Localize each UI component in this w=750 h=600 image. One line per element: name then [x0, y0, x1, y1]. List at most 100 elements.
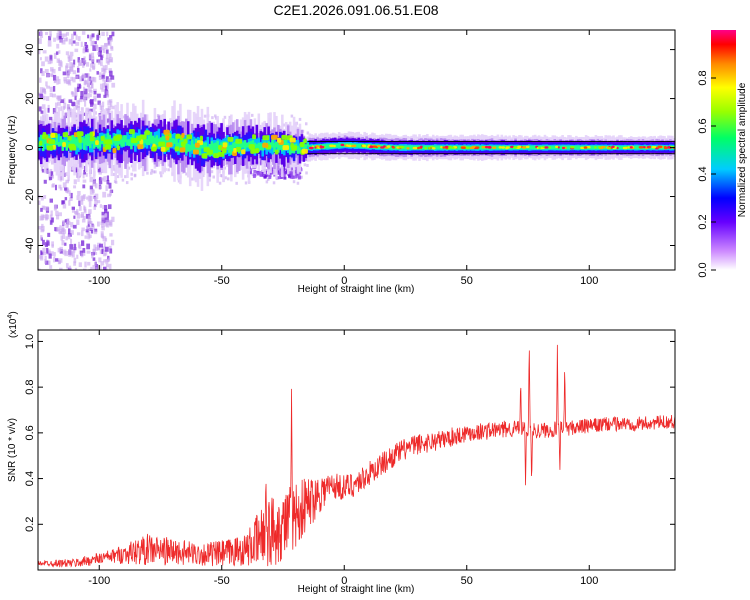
- band-cell: [531, 145, 535, 150]
- noise-pixel: [53, 252, 56, 257]
- band-peak-pixel: [505, 146, 510, 149]
- band-cell: [245, 142, 249, 148]
- band-peak-pixel: [428, 146, 431, 150]
- noise-pixel: [64, 187, 68, 191]
- band-cell: [173, 138, 176, 145]
- noise-pixel: [68, 200, 71, 206]
- noise-pixel: [44, 68, 49, 73]
- noise-pixel: [40, 166, 43, 171]
- noise-pixel: [78, 59, 83, 66]
- noise-pixel: [74, 210, 77, 214]
- noise-pixel: [68, 55, 73, 62]
- band-cell: [226, 142, 229, 151]
- noise-pixel: [90, 266, 93, 270]
- noise-pixel: [130, 164, 134, 168]
- noise-pixel: [98, 75, 102, 80]
- noise-pixel: [71, 33, 74, 40]
- band-peak-pixel: [460, 146, 466, 149]
- band-cell: [65, 140, 68, 151]
- noise-pixel: [56, 35, 59, 41]
- noise-pixel: [58, 78, 61, 85]
- noise-pixel: [108, 245, 112, 250]
- noise-pixel: [76, 254, 79, 259]
- noise-pixel: [42, 239, 45, 246]
- noise-pixel: [52, 121, 55, 128]
- noise-pixel: [266, 177, 270, 181]
- band-cell: [198, 144, 202, 156]
- band-cell: [288, 139, 292, 149]
- noise-pixel: [103, 241, 106, 248]
- noise-pixel: [49, 31, 52, 36]
- band-cell: [273, 142, 276, 153]
- band-peak-pixel: [62, 132, 69, 138]
- noise-pixel: [41, 225, 45, 232]
- noise-pixel: [73, 215, 76, 219]
- band-cell: [153, 137, 157, 148]
- band-peak-pixel: [48, 139, 56, 145]
- band-cell: [633, 145, 637, 150]
- noise-pixel: [71, 91, 74, 95]
- band-cell: [171, 138, 174, 147]
- noise-pixel: [74, 48, 79, 53]
- band-peak-pixel: [104, 144, 112, 150]
- noise-pixel: [185, 172, 188, 176]
- band-cell: [596, 145, 600, 150]
- noise-pixel: [104, 89, 109, 96]
- band-cell: [126, 139, 129, 146]
- noise-pixel: [83, 216, 86, 220]
- band-tail-pixel: [295, 174, 299, 178]
- noise-pixel: [85, 45, 89, 49]
- noise-pixel: [73, 59, 76, 65]
- noise-pixel: [86, 196, 89, 200]
- noise-pixel: [45, 206, 49, 211]
- noise-pixel: [96, 200, 101, 204]
- band-peak-pixel: [152, 146, 157, 152]
- noise-pixel: [82, 184, 86, 189]
- band-cell: [635, 145, 639, 150]
- band-peak-pixel: [250, 148, 255, 154]
- noise-pixel: [98, 72, 102, 77]
- noise-pixel: [101, 105, 104, 112]
- band-cell: [112, 137, 116, 144]
- band-cell: [355, 143, 359, 148]
- band-peak-pixel: [201, 153, 208, 159]
- noise-pixel: [101, 67, 104, 73]
- noise-pixel: [94, 98, 97, 102]
- noise-pixel: [68, 38, 73, 45]
- band-peak-pixel: [314, 146, 317, 149]
- noise-pixel: [102, 101, 105, 107]
- band-cell: [357, 143, 361, 148]
- spectrogram-ylabel: Frequency (Hz): [7, 116, 18, 185]
- band-cell: [379, 144, 382, 150]
- noise-pixel: [77, 66, 80, 70]
- noise-pixel: [105, 219, 109, 225]
- spectrogram-ytick-label: -20: [24, 189, 36, 205]
- noise-pixel: [82, 63, 85, 68]
- band-peak-pixel: [424, 147, 428, 150]
- noise-pixel: [101, 248, 104, 255]
- noise-pixel: [73, 261, 77, 266]
- noise-pixel: [112, 172, 116, 176]
- noise-pixel: [98, 51, 102, 57]
- band-tail-pixel: [293, 175, 297, 179]
- noise-pixel: [40, 196, 44, 201]
- noise-pixel: [49, 55, 53, 61]
- noise-pixel: [86, 93, 90, 99]
- noise-pixel: [62, 182, 67, 188]
- band-tail-pixel: [253, 169, 257, 173]
- noise-pixel: [76, 105, 80, 110]
- snr-panel: -100 -50 0 50 100 0.2 0.4 0.6 0.8 1.0 Height of s…: [7, 311, 676, 595]
- noise-pixel: [92, 264, 96, 270]
- noise-pixel: [103, 80, 107, 84]
- spectrogram-xlabel: Height of straight line (km): [298, 284, 415, 295]
- noise-pixel: [92, 257, 96, 261]
- noise-pixel: [65, 63, 69, 69]
- noise-pixel: [44, 31, 49, 36]
- noise-pixel: [103, 176, 107, 182]
- band-peak-pixel: [89, 136, 95, 142]
- band-cell: [59, 136, 63, 146]
- noise-pixel: [69, 265, 72, 270]
- noise-pixel: [94, 183, 98, 189]
- noise-pixel: [48, 176, 53, 181]
- noise-pixel: [99, 105, 102, 111]
